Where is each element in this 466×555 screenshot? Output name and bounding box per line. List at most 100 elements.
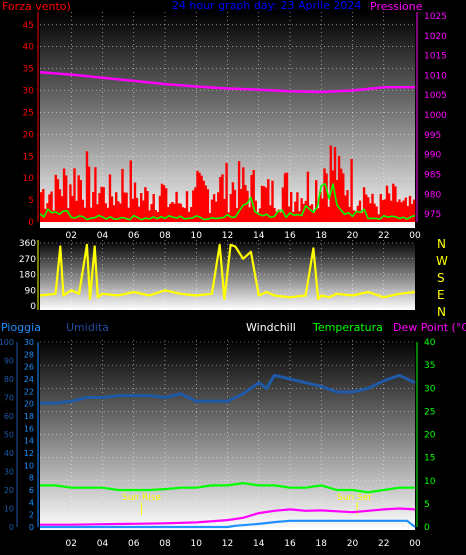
wind-bar-32 (106, 207, 110, 222)
wind-axis-ticks: 0 5 10 15 20 25 30 35 40 45 (23, 12, 39, 228)
wind-bar-85 (217, 192, 220, 222)
wind-bar-108 (265, 187, 268, 222)
wind-bar-70 (185, 191, 189, 222)
wind-bar-67 (179, 203, 182, 222)
rain-tick-0: 0 (29, 523, 34, 532)
wind-bar-130 (310, 204, 314, 222)
wind-bar-146 (344, 195, 347, 222)
compass-s: S (437, 271, 445, 285)
wind-bar-168 (390, 200, 393, 222)
wind-bar-78 (202, 180, 205, 222)
wind-bar-27 (96, 204, 99, 222)
humidity-tick-40: 40 (4, 449, 14, 458)
wind-bar-12 (65, 175, 68, 222)
x-tick-20: 20 (347, 539, 359, 549)
rain-tick-10: 10 (24, 461, 34, 470)
wind-bar-47 (137, 206, 141, 222)
wind-bar-97 (242, 167, 245, 222)
wind-bar-37 (117, 201, 120, 222)
x-tick-06: 06 (128, 539, 140, 549)
wind-bar-48 (140, 193, 143, 222)
wind-bar-133 (317, 208, 320, 222)
rain-tick-8: 8 (29, 474, 34, 483)
wind-bar-9 (58, 189, 62, 222)
humidity-tick-30: 30 (4, 468, 14, 477)
wind-bar-93 (233, 189, 237, 222)
wind-bar-83 (212, 194, 216, 222)
direction-axis-ticks: 0 90 180 270 360 (19, 239, 39, 312)
direction-line (39, 243, 416, 301)
direction-tick-0: 0 (30, 302, 36, 312)
wind-tick-15: 15 (23, 152, 34, 162)
wind-bar-117 (283, 173, 287, 222)
wind-bar-86 (219, 177, 222, 222)
compass-labels: N W S E N (436, 237, 448, 319)
x-tick-20: 20 (347, 231, 359, 241)
temp-tick-5: 5 (424, 500, 430, 510)
wind-axis-label: Forza vento) (2, 0, 71, 13)
sunset-label: Sun Set (337, 493, 372, 503)
wind-bar-152 (356, 205, 360, 222)
panel3-grid (40, 340, 415, 530)
x-tick-06: 06 (128, 231, 140, 241)
wind-bar-121 (292, 211, 295, 222)
pressure-series (39, 70, 415, 94)
x-tick-04: 04 (97, 231, 109, 241)
pressure-tick-1005: 1005 (424, 91, 447, 101)
wind-bar-135 (321, 198, 324, 222)
rain-tick-4: 4 (29, 498, 34, 507)
x-tick-08: 08 (159, 231, 171, 241)
wind-bar-111 (271, 180, 274, 222)
wind-bar-153 (358, 200, 362, 222)
wind-bar-1 (42, 189, 45, 222)
temperature-label: Temperatura (312, 321, 383, 334)
wind-bar-15 (71, 195, 74, 222)
wind-bar-20 (81, 199, 85, 222)
wind-bar-4 (48, 194, 51, 222)
pressure-axis-label: Pressione (370, 0, 423, 13)
wind-bar-154 (360, 212, 364, 222)
panel3-x-ticks: 02 04 06 08 10 12 14 16 18 20 22 00 (66, 539, 421, 549)
x-tick-22: 22 (378, 539, 389, 549)
wind-bar-7 (54, 174, 57, 222)
wind-bar-171 (396, 202, 399, 222)
sunrise-label: Sun Rise (122, 493, 161, 503)
humidity-axis-ticks: 0 10 20 30 40 50 60 70 80 90 100 (0, 338, 18, 532)
x-tick-18: 18 (316, 231, 328, 241)
wind-bar-28 (98, 193, 101, 222)
rain-tick-6: 6 (29, 486, 34, 495)
wind-series (40, 145, 416, 222)
pressure-tick-1010: 1010 (424, 71, 447, 81)
wind-bar-127 (304, 200, 307, 222)
temp-tick-15: 15 (424, 454, 435, 464)
compass-n-top: N (437, 237, 446, 251)
x-tick-10: 10 (191, 231, 203, 241)
wind-bar-90 (227, 212, 230, 222)
wind-tick-45: 45 (23, 21, 34, 31)
wind-bar-87 (221, 174, 224, 222)
wind-bar-123 (296, 192, 299, 222)
pressure-line (39, 70, 415, 94)
wind-bar-22 (85, 151, 89, 222)
wind-bar-89 (225, 162, 228, 222)
wind-bar-75 (196, 170, 199, 222)
humidity-tick-60: 60 (4, 412, 14, 421)
wind-bar-42 (127, 207, 130, 222)
wind-bar-109 (267, 179, 270, 222)
wind-bar-8 (56, 179, 60, 222)
wind-bar-31 (104, 203, 107, 222)
wind-bar-72 (190, 207, 193, 222)
x-tick-08: 08 (159, 539, 171, 549)
wind-bar-30 (102, 187, 105, 222)
x-tick-16: 16 (284, 231, 296, 241)
wind-bar-40 (123, 192, 126, 222)
direction-series (39, 243, 416, 301)
wind-bar-131 (312, 212, 316, 222)
wind-bar-50 (144, 187, 147, 222)
wind-bar-44 (131, 198, 135, 222)
x-tick-12: 12 (222, 539, 233, 549)
wind-bar-173 (400, 202, 403, 222)
wind-bar-170 (394, 186, 397, 222)
wind-bar-157 (367, 197, 370, 222)
